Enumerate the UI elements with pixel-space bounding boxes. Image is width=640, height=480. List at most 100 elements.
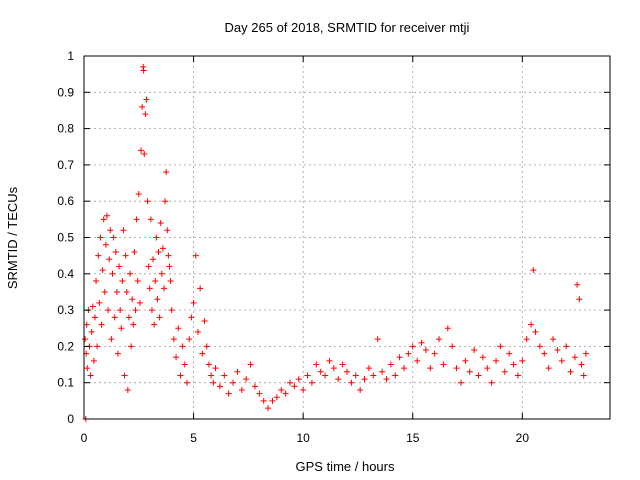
data-point xyxy=(151,321,158,328)
data-point xyxy=(348,379,355,386)
data-point xyxy=(167,278,174,285)
x-axis-label: GPS time / hours xyxy=(296,459,395,474)
data-point xyxy=(558,357,565,364)
data-point xyxy=(117,307,124,314)
data-point xyxy=(133,216,140,223)
data-point xyxy=(493,357,500,364)
grid xyxy=(84,56,610,419)
data-point xyxy=(163,169,170,176)
data-point xyxy=(100,216,107,223)
data-point xyxy=(179,343,186,350)
data-point xyxy=(146,285,153,292)
data-point xyxy=(157,219,164,226)
data-point xyxy=(449,343,456,350)
data-point xyxy=(225,390,232,397)
data-point xyxy=(203,343,210,350)
data-point xyxy=(199,350,206,357)
x-tick-label: 15 xyxy=(406,431,420,445)
data-point xyxy=(160,285,167,292)
data-point xyxy=(282,390,289,397)
data-point xyxy=(94,343,101,350)
y-tick-label: 0 xyxy=(67,412,74,426)
data-point xyxy=(304,372,311,379)
data-point xyxy=(300,386,307,393)
data-point xyxy=(139,103,146,110)
x-tick-label: 0 xyxy=(81,431,88,445)
data-point xyxy=(205,361,212,368)
data-point xyxy=(144,198,151,205)
data-point xyxy=(90,357,97,364)
data-point xyxy=(571,354,578,361)
data-point xyxy=(383,376,390,383)
data-point xyxy=(418,339,425,346)
y-axis-label: SRMTID / TECUs xyxy=(5,186,20,289)
data-point xyxy=(256,390,263,397)
data-point xyxy=(475,372,482,379)
data-point xyxy=(523,336,530,343)
data-point xyxy=(344,368,350,375)
data-point xyxy=(123,288,130,295)
data-point xyxy=(122,252,129,259)
y-tick-label: 0.7 xyxy=(57,158,74,172)
data-point xyxy=(105,307,112,314)
data-point xyxy=(574,281,581,288)
data-point xyxy=(519,357,526,364)
data-point xyxy=(118,325,125,332)
data-point xyxy=(168,307,175,314)
data-point xyxy=(510,361,517,368)
data-point xyxy=(578,361,585,368)
data-point xyxy=(175,325,182,332)
data-point xyxy=(396,354,403,361)
data-point xyxy=(580,372,587,379)
data-point xyxy=(129,296,136,303)
data-point xyxy=(170,336,177,343)
data-point xyxy=(155,249,162,256)
data-point xyxy=(379,368,386,375)
data-point xyxy=(96,299,103,306)
data-point xyxy=(162,198,169,205)
data-point xyxy=(136,299,143,306)
data-point xyxy=(194,328,201,335)
data-point xyxy=(141,151,148,158)
data-point xyxy=(201,317,208,324)
data-point xyxy=(181,361,188,368)
data-point xyxy=(409,343,416,350)
data-point xyxy=(273,394,280,401)
data-point xyxy=(374,336,381,343)
x-tick-labels: 0 5 10 15 20 xyxy=(81,431,530,445)
data-point xyxy=(265,405,272,412)
data-point xyxy=(400,365,407,372)
data-point xyxy=(143,96,150,103)
data-point xyxy=(121,372,128,379)
data-point xyxy=(466,368,473,375)
data-point xyxy=(197,285,204,292)
data-point xyxy=(528,321,535,328)
data-point xyxy=(243,376,250,383)
data-point xyxy=(186,336,193,343)
data-point xyxy=(357,386,364,393)
data-point xyxy=(295,376,302,383)
data-point xyxy=(278,386,285,393)
data-point xyxy=(148,307,155,314)
data-point xyxy=(506,350,513,357)
data-point xyxy=(107,227,114,234)
data-point xyxy=(188,314,195,321)
data-point xyxy=(530,267,537,274)
data-point xyxy=(251,383,258,390)
data-point xyxy=(97,234,104,241)
data-point xyxy=(208,372,215,379)
y-tick-label: 0.3 xyxy=(57,303,74,317)
data-point xyxy=(405,350,412,357)
data-point xyxy=(462,357,469,364)
data-point xyxy=(457,379,464,386)
data-point xyxy=(82,336,89,343)
data-point xyxy=(576,296,583,303)
y-tick-label: 0.2 xyxy=(57,339,74,353)
data-point xyxy=(269,397,276,404)
y-tick-label: 0.6 xyxy=(57,194,74,208)
data-point xyxy=(104,212,111,219)
data-point xyxy=(427,365,434,372)
data-point xyxy=(177,372,184,379)
data-point xyxy=(330,365,337,372)
data-point xyxy=(370,372,377,379)
